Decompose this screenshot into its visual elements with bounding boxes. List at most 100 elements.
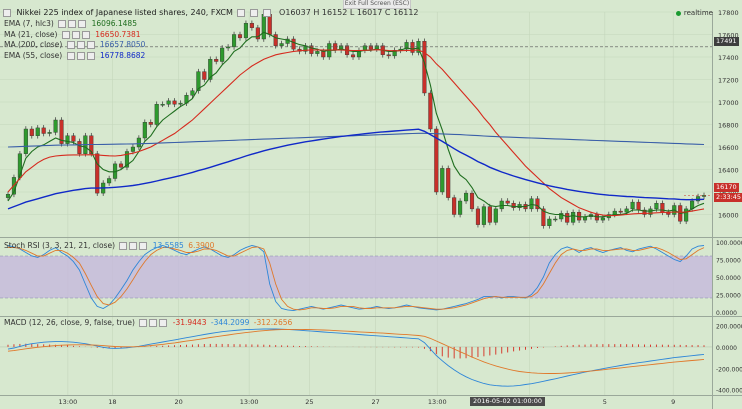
candle-up bbox=[648, 208, 653, 215]
candle-up bbox=[529, 198, 534, 210]
macd-signal-value: -312.2656 bbox=[253, 318, 293, 327]
collapse-toggle-icon[interactable] bbox=[3, 8, 11, 17]
legend-ema55[interactable]: EMA (55, close) 16778.8682 bbox=[4, 50, 146, 60]
time-axis-label: 13:00 bbox=[59, 398, 78, 406]
stoch-legend[interactable]: Stoch RSI (3, 3, 21, 21, close) 13.5585 … bbox=[4, 241, 215, 250]
close-icon[interactable] bbox=[86, 51, 95, 60]
ema7-line bbox=[7, 31, 705, 218]
candle-down bbox=[172, 100, 177, 105]
stoch-axis-label: 50.0000 bbox=[716, 275, 741, 282]
candle-down bbox=[410, 42, 415, 53]
settings-icon[interactable] bbox=[66, 41, 75, 49]
settings-icon[interactable] bbox=[119, 242, 128, 250]
legend-ema7[interactable]: EMA (7, hlc3) 16096.1485 bbox=[4, 19, 137, 28]
candle-down bbox=[249, 23, 254, 28]
exit-fullscreen-button[interactable]: Exit Full Screen (ESC) bbox=[343, 0, 411, 9]
candle-up bbox=[136, 137, 141, 148]
time-axis-label: 18 bbox=[108, 398, 116, 406]
candle-up bbox=[559, 213, 564, 220]
candle-down bbox=[59, 119, 64, 144]
candle-down bbox=[350, 54, 356, 58]
candle-down bbox=[321, 51, 326, 58]
hide-icon[interactable] bbox=[71, 30, 80, 39]
candle-down bbox=[291, 38, 296, 50]
settings-icon[interactable] bbox=[66, 51, 75, 60]
candle-up bbox=[404, 42, 409, 50]
hide-icon[interactable] bbox=[68, 20, 77, 28]
candle-up bbox=[226, 46, 231, 49]
price-axis-label: 17400 bbox=[718, 54, 739, 62]
candle-up bbox=[5, 194, 11, 198]
hide-icon[interactable] bbox=[129, 242, 138, 250]
candle-down bbox=[446, 168, 451, 198]
candle-down bbox=[255, 27, 260, 40]
macd-hist-value: -31.9443 bbox=[172, 318, 207, 327]
close-icon[interactable] bbox=[81, 30, 90, 39]
candle-up bbox=[362, 45, 367, 51]
candle-down bbox=[29, 128, 34, 136]
grid-lines bbox=[0, 11, 712, 395]
candle-up bbox=[35, 127, 40, 136]
candle-down bbox=[71, 135, 76, 142]
candle-up bbox=[130, 146, 135, 152]
stoch-d-line bbox=[8, 246, 705, 311]
legend-ma200[interactable]: MA (200, close) 16657.8050 bbox=[4, 40, 146, 49]
live-dot-icon bbox=[675, 10, 681, 16]
macd-legend[interactable]: MACD (12, 26, close, 9, false, true) -31… bbox=[4, 318, 293, 327]
hide-icon[interactable] bbox=[76, 41, 85, 49]
close-icon[interactable] bbox=[78, 20, 87, 28]
ohlc-readout: O16037 H 16152 L 16017 C 16112 bbox=[279, 8, 419, 17]
candle-down bbox=[535, 198, 540, 210]
candle-up bbox=[142, 122, 147, 139]
close-icon[interactable] bbox=[86, 41, 95, 49]
candle-down bbox=[434, 128, 439, 193]
candle-down bbox=[475, 208, 480, 225]
macd-histogram bbox=[7, 343, 705, 359]
settings-icon[interactable] bbox=[61, 30, 70, 39]
candle-up bbox=[481, 206, 486, 225]
candle-up bbox=[571, 212, 576, 223]
time-axis-label: 13:00 bbox=[428, 398, 447, 406]
stoch-k-line bbox=[7, 245, 705, 312]
crosshair-price-badge: 17491 bbox=[714, 37, 739, 46]
candle-up bbox=[624, 208, 629, 213]
hide-icon[interactable] bbox=[149, 319, 158, 327]
candle-up bbox=[23, 128, 28, 154]
close-icon[interactable] bbox=[159, 319, 168, 327]
candle-up bbox=[547, 218, 552, 226]
macd-axis-label: -400.0000 bbox=[716, 388, 742, 395]
candle-up bbox=[65, 135, 70, 144]
price-axis-label: 16800 bbox=[718, 122, 739, 130]
stoch-k-value: 13.5585 bbox=[152, 241, 184, 250]
close-icon[interactable] bbox=[262, 8, 271, 17]
candle-down bbox=[95, 153, 100, 194]
close-icon[interactable] bbox=[139, 242, 148, 250]
legend-ma21[interactable]: MA (21, close) 16650.7381 bbox=[4, 29, 141, 39]
candle-up bbox=[279, 43, 284, 46]
stoch-band bbox=[0, 256, 712, 298]
time-axis-label: 13:00 bbox=[240, 398, 259, 406]
candle-down bbox=[565, 213, 570, 223]
candle-down bbox=[511, 203, 516, 208]
settings-icon[interactable] bbox=[139, 319, 148, 327]
candle-up bbox=[124, 151, 130, 168]
ma200-line bbox=[7, 132, 705, 148]
candle-up bbox=[196, 71, 201, 91]
candle-up bbox=[315, 51, 320, 54]
hide-icon[interactable] bbox=[76, 51, 85, 60]
settings-icon[interactable] bbox=[237, 8, 246, 17]
candle-up bbox=[440, 168, 445, 193]
price-axis-label: 16400 bbox=[718, 167, 739, 175]
price-axis-label: 17800 bbox=[718, 9, 739, 17]
candle-up bbox=[160, 104, 165, 106]
candle-up bbox=[47, 132, 52, 134]
hide-icon[interactable] bbox=[249, 8, 258, 17]
stoch-axis-label: 100.0000 bbox=[716, 240, 742, 247]
ema55-line bbox=[7, 128, 705, 210]
last-price-badge: 16170 bbox=[714, 183, 739, 192]
settings-icon[interactable] bbox=[58, 20, 67, 28]
candle-down bbox=[469, 192, 475, 210]
stoch-axis-label: 75.0000 bbox=[716, 258, 741, 265]
